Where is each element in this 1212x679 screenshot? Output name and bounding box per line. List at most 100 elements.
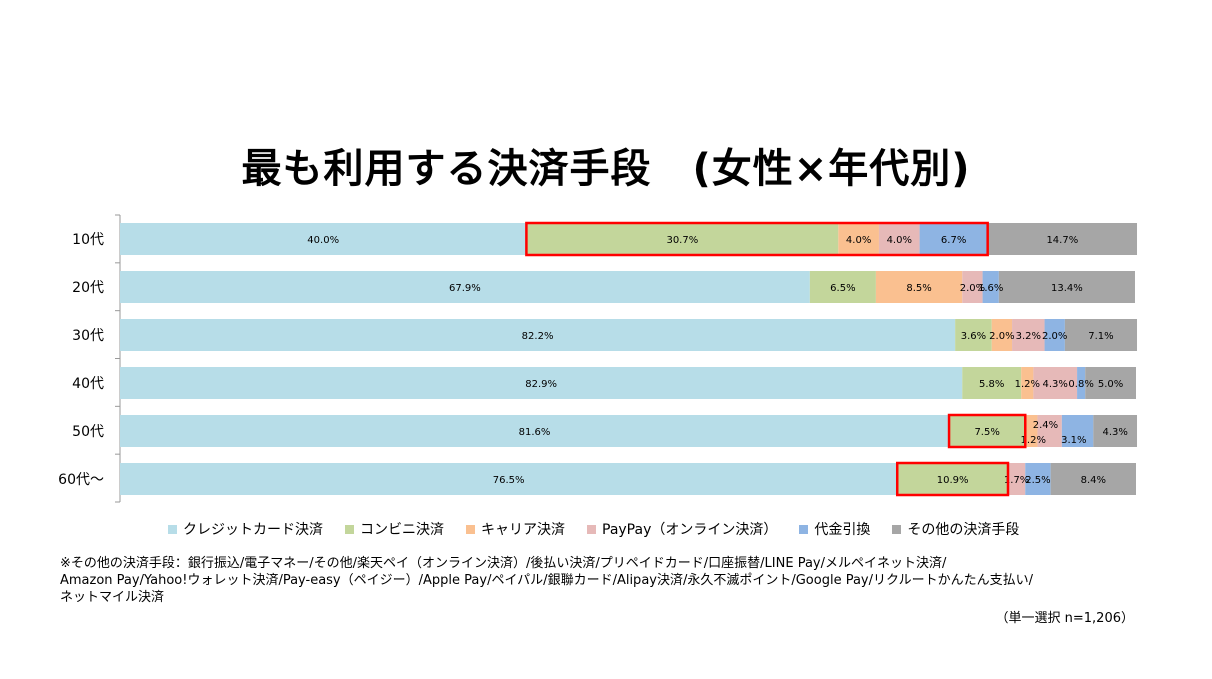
- bar-segment: [120, 367, 963, 399]
- bar-segment: [1025, 463, 1051, 495]
- bar-segment: [991, 319, 1013, 351]
- bar-segment: [1064, 319, 1138, 351]
- bar-segment: [987, 223, 1138, 255]
- bar-segment: [1012, 319, 1045, 351]
- data-label: 4.3%: [1043, 379, 1068, 390]
- bar-segment: [1033, 367, 1078, 399]
- bar-segment: [1037, 415, 1062, 447]
- sample-size-note: （単一選択 n=1,206）: [995, 611, 1134, 626]
- data-label: 67.9%: [449, 283, 481, 294]
- legend-item-cod: 代金引換: [799, 519, 870, 539]
- legend-label: PayPay（オンライン決済）: [602, 522, 778, 538]
- bar-segment: [1085, 367, 1136, 399]
- chart-title: 最も利用する決済手段 (女性×年代別): [241, 146, 971, 192]
- data-label: 76.5%: [493, 475, 525, 486]
- legend-swatch: [799, 524, 809, 534]
- bar-segment: [120, 463, 898, 495]
- data-label: 3.2%: [1016, 331, 1041, 342]
- data-label: 1.7%: [1004, 475, 1029, 486]
- legend-label: 代金引換: [814, 522, 871, 538]
- bar-segment: [878, 223, 920, 255]
- footnote: ※その他の決済手段：銀行振込/電子マネー/その他/楽天ペイ（オンライン決済）/後…: [60, 555, 1180, 606]
- data-label: 1.2%: [1015, 379, 1040, 390]
- data-label: 6.5%: [830, 283, 855, 294]
- chart-legend: クレジットカード決済 コンビニ決済 キャリア決済 PayPay（オンライン決済）…: [168, 519, 1041, 539]
- highlight-box: [895, 461, 1010, 497]
- bar-segment: [1044, 319, 1065, 351]
- highlight-box: [525, 221, 989, 257]
- bar-segment: [1050, 463, 1136, 495]
- data-label: 4.0%: [846, 235, 871, 246]
- bar-segment: [919, 223, 988, 255]
- bar-segment: [982, 271, 999, 303]
- legend-label: キャリア決済: [481, 522, 565, 538]
- legend-item-convenience: コンビニ決済: [345, 519, 444, 539]
- bar-segment: [809, 271, 876, 303]
- legend-swatch: [587, 524, 596, 534]
- legend-item-credit: クレジットカード決済: [168, 519, 323, 539]
- bar-segment: [962, 367, 1022, 399]
- bar-segment: [526, 223, 839, 255]
- legend-label: コンビニ決済: [360, 522, 444, 538]
- data-label: 5.8%: [979, 379, 1004, 390]
- data-label: 82.9%: [525, 379, 557, 390]
- bar-segment: [998, 271, 1135, 303]
- data-label: 2.0%: [989, 331, 1014, 342]
- bar-segment: [120, 415, 950, 447]
- bar-segment: [1007, 463, 1026, 495]
- legend-swatch: [466, 524, 475, 534]
- legend-item-other: その他の決済手段: [892, 519, 1019, 539]
- data-label: 4.3%: [1102, 427, 1127, 438]
- category-label: 50代: [72, 424, 104, 440]
- bar-segment: [1061, 415, 1094, 447]
- data-label: 7.1%: [1088, 331, 1113, 342]
- data-label: 82.2%: [522, 331, 554, 342]
- data-label: 13.4%: [1051, 283, 1083, 294]
- data-label: 1.2%: [1021, 435, 1046, 446]
- bar-segment: [120, 271, 810, 303]
- footnote-line: ネットマイル決済: [60, 590, 165, 605]
- data-label: 0.8%: [1068, 379, 1093, 390]
- legend-swatch: [345, 524, 354, 534]
- data-label: 2.5%: [1025, 475, 1050, 486]
- legend-item-carrier: キャリア決済: [466, 519, 565, 539]
- data-label: 6.7%: [941, 235, 966, 246]
- legend-label: その他の決済手段: [907, 522, 1020, 538]
- data-label: 8.4%: [1081, 475, 1106, 486]
- data-label: 14.7%: [1046, 235, 1078, 246]
- legend-item-paypay: PayPay（オンライン決済）: [587, 519, 777, 539]
- category-label: 30代: [72, 328, 104, 344]
- data-label: 2.0%: [1042, 331, 1067, 342]
- bar-segment: [962, 271, 983, 303]
- bar-segment: [1021, 367, 1034, 399]
- data-label: 30.7%: [666, 235, 698, 246]
- data-label: 81.6%: [519, 427, 551, 438]
- bar-segment: [875, 271, 963, 303]
- highlight-box: [947, 413, 1027, 449]
- data-label: 7.5%: [974, 427, 999, 438]
- footnote-line: ※その他の決済手段：銀行振込/電子マネー/その他/楽天ペイ（オンライン決済）/後…: [60, 556, 947, 571]
- footnote-line: Amazon Pay/Yahoo!ウォレット決済/Pay-easy（ペイジー）/…: [60, 573, 1033, 588]
- data-label: 2.0%: [960, 283, 985, 294]
- category-label: 10代: [72, 232, 104, 248]
- bar-segment: [1077, 367, 1086, 399]
- data-label: 3.6%: [961, 331, 986, 342]
- data-label: 2.4%: [1033, 420, 1058, 431]
- bar-segment: [120, 319, 956, 351]
- bar-segment: [949, 415, 1026, 447]
- bar-segment: [955, 319, 992, 351]
- bar-segment: [120, 223, 527, 255]
- legend-label: クレジットカード決済: [183, 522, 323, 538]
- data-label: 40.0%: [307, 235, 339, 246]
- data-label: 1.6%: [978, 283, 1003, 294]
- data-label: 4.0%: [887, 235, 912, 246]
- bar-segment: [1025, 415, 1038, 447]
- bar-segment: [1093, 415, 1138, 447]
- legend-swatch: [168, 524, 177, 534]
- bar-segment: [897, 463, 1008, 495]
- bar-segment: [838, 223, 879, 255]
- data-label: 5.0%: [1098, 379, 1123, 390]
- category-label: 40代: [72, 376, 104, 392]
- category-label: 20代: [72, 280, 104, 296]
